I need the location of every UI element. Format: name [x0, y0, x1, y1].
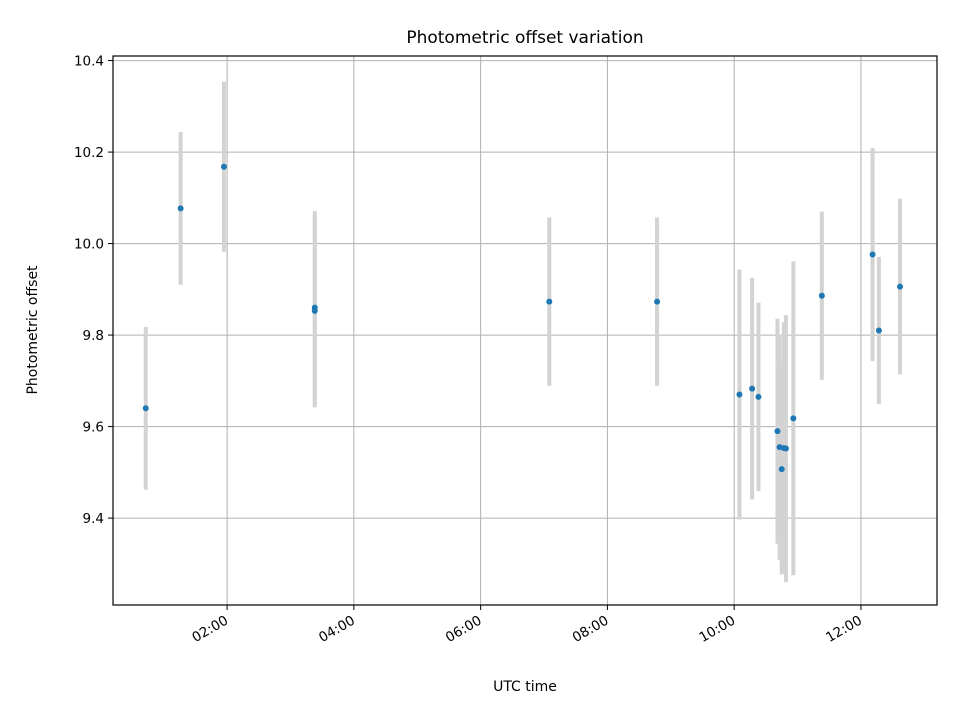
data-point: [736, 391, 743, 398]
data-point: [755, 393, 762, 400]
data-point: [897, 283, 904, 290]
data-point: [177, 205, 184, 212]
data-point: [869, 251, 876, 258]
y-axis-label: Photometric offset: [25, 265, 41, 395]
data-point: [782, 445, 789, 452]
data-point: [546, 298, 553, 305]
data-points: [142, 163, 904, 473]
data-point: [774, 428, 781, 435]
y-tick-label: 10.0: [74, 237, 104, 253]
data-point: [875, 327, 882, 334]
y-tick-label: 9.4: [83, 511, 104, 527]
x-axis-label: UTC time: [493, 679, 557, 695]
data-point: [311, 307, 318, 314]
y-tick-label: 9.8: [83, 328, 104, 344]
plot-area: [113, 56, 937, 605]
plot-frame: [112, 55, 938, 606]
chart-title: Photometric offset variation: [406, 28, 643, 48]
y-tick-label: 10.4: [74, 54, 104, 70]
data-point: [790, 415, 797, 422]
y-tick-label: 9.6: [83, 420, 104, 436]
data-point: [749, 385, 756, 392]
grid: [113, 56, 937, 605]
y-tick-label: 10.2: [74, 145, 104, 161]
data-point: [818, 292, 825, 299]
data-point: [142, 405, 149, 412]
data-point: [778, 466, 785, 473]
data-point: [220, 163, 227, 170]
data-point: [654, 298, 661, 305]
y-ticks: 9.4 9.6 9.8 10.0 10.2 10.4: [74, 54, 113, 527]
